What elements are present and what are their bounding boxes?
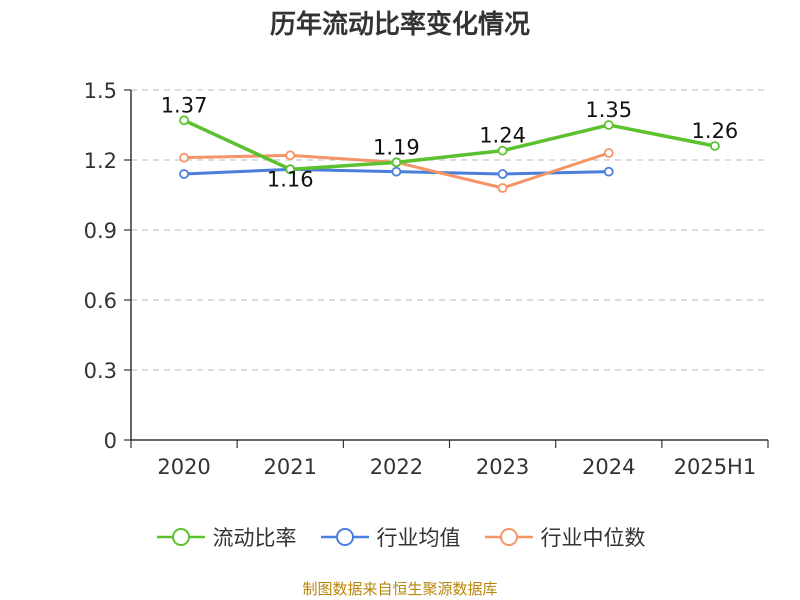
legend-label-industry-median: 行业中位数 [540, 526, 646, 550]
legend-swatch-current-ratio [156, 528, 205, 546]
data-point [179, 115, 189, 126]
data-label: 1.26 [692, 119, 739, 143]
y-tick-label: 0.9 [84, 219, 117, 243]
legend-label-industry-mean: 行业均值 [376, 526, 461, 550]
data-point [391, 166, 402, 177]
data-point [391, 157, 402, 168]
data-point [603, 148, 614, 158]
data-point [497, 169, 508, 179]
data-point [710, 141, 720, 151]
data-label: 1.35 [585, 98, 632, 122]
x-tick-label: 2021 [264, 455, 317, 479]
legend-swatch-industry-median [484, 528, 533, 546]
legend-label-current-ratio: 流动比率 [212, 526, 297, 550]
legend-item-industry-median[interactable]: 行业中位数 [483, 522, 646, 552]
data-point [603, 166, 614, 177]
data-label: 1.16 [267, 167, 314, 191]
data-label: 1.19 [373, 135, 420, 159]
y-tick-label: 0 [104, 429, 117, 453]
x-tick-label: 2022 [370, 455, 423, 479]
series-line [183, 118, 716, 172]
source-note: 制图数据来自恒生聚源数据库 [302, 580, 498, 598]
y-tick-label: 1.2 [84, 149, 117, 173]
data-point [603, 120, 614, 130]
data-point [497, 183, 508, 193]
x-tick-label: 2024 [582, 455, 635, 479]
data-point [497, 145, 508, 156]
legend: 流动比率 行业均值 行业中位数 [0, 519, 800, 555]
legend-item-industry-mean[interactable]: 行业均值 [319, 522, 461, 552]
legend-swatch-industry-mean [320, 528, 369, 546]
data-point [285, 164, 296, 175]
y-tick-label: 1.5 [84, 79, 117, 103]
y-tick-label: 0.6 [84, 289, 117, 313]
data-label: 1.24 [479, 124, 526, 148]
data-point [179, 169, 189, 179]
y-tick-label: 0.3 [84, 359, 117, 383]
x-tick-label: 2025H1 [674, 455, 757, 479]
data-label: 1.37 [161, 93, 208, 117]
x-tick-label: 2023 [476, 455, 529, 479]
data-point [285, 150, 296, 161]
chart-title: 历年流动比率变化情况 [269, 10, 530, 40]
legend-item-current-ratio[interactable]: 流动比率 [155, 522, 297, 552]
x-tick-label: 2020 [157, 455, 210, 479]
data-point [179, 152, 189, 163]
